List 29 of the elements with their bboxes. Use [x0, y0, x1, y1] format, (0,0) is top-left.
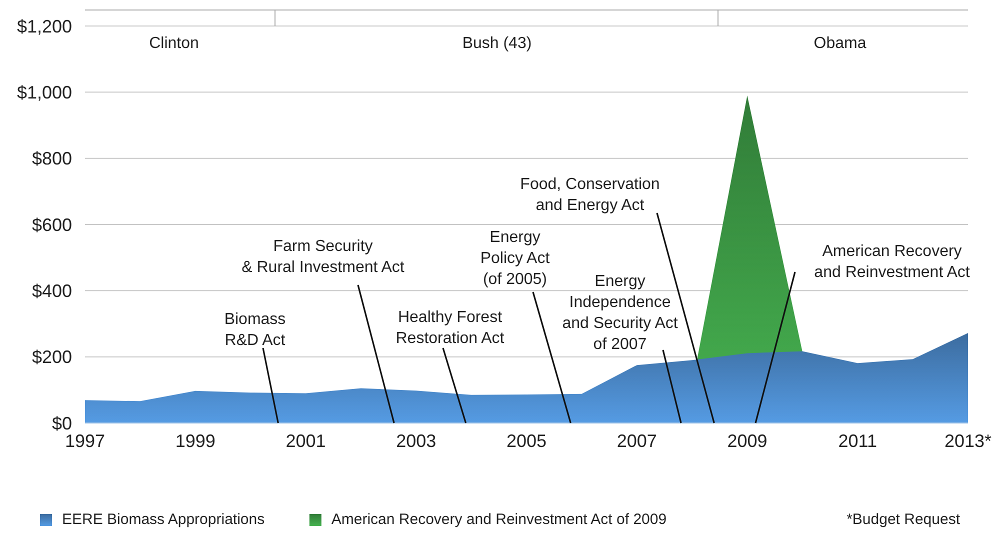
- y-tick-label: $800: [32, 148, 72, 169]
- x-tick-label: 2003: [396, 431, 436, 451]
- annotation: Clinton: [149, 35, 199, 52]
- annotation: American Recovery and Reinvestment Act: [814, 243, 970, 281]
- annotation: Farm Security & Rural Investment Act: [242, 238, 405, 276]
- y-tick-label: $0: [52, 413, 72, 434]
- annotation: Obama: [814, 35, 866, 52]
- x-tick-label: 1997: [64, 431, 106, 451]
- x-tick-label: 2011: [838, 431, 877, 451]
- annotation: Bush (43): [462, 35, 532, 52]
- x-tick-label: 2001: [286, 431, 326, 451]
- annotation: Energy Policy Act (of 2005): [480, 229, 550, 288]
- y-tick-label: $400: [32, 280, 72, 301]
- x-tick-label: 2007: [616, 431, 657, 451]
- x-tick-label: 2013*: [944, 431, 992, 451]
- annotation: Food, Conservation and Energy Act: [520, 176, 660, 214]
- legend-label: EERE Biomass Appropriations: [62, 511, 265, 528]
- annotation: Biomass R&D Act: [224, 311, 286, 349]
- text: *Budget Request: [846, 511, 961, 528]
- y-tick-label: $600: [32, 214, 72, 235]
- annotation: Energy Independence and Security Act of 2007: [562, 273, 678, 353]
- y-tick-label: $1,000: [16, 82, 72, 102]
- x-tick-label: 1999: [175, 431, 216, 451]
- y-tick-label: $200: [32, 347, 72, 368]
- legend-label: American Recovery and Reinvestment Act of 2009: [331, 511, 667, 528]
- annotation: Healthy Forest Restoration Act: [396, 309, 505, 347]
- y-tick-label: $1,200: [16, 16, 72, 36]
- x-tick-label: 2005: [506, 431, 547, 451]
- x-tick-label: 2009: [727, 431, 768, 451]
